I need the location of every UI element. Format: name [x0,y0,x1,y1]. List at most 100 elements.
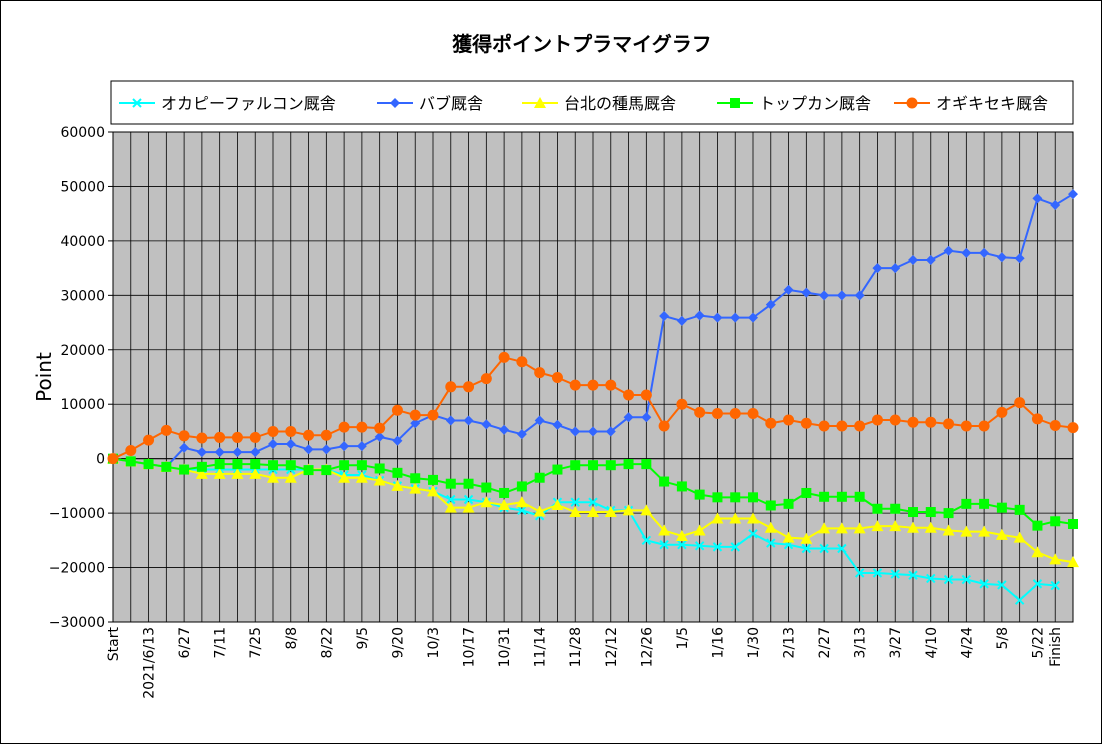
data-point [694,489,705,500]
data-point [997,580,1007,590]
data-point [996,502,1007,513]
data-point [676,315,687,326]
data-point [499,424,510,435]
data-point [924,521,937,533]
data-point [782,531,795,543]
data-point [552,419,563,430]
data-point [533,505,546,517]
y-tick-label: −20000 [49,561,105,577]
data-point [463,415,474,426]
data-point [285,438,296,449]
data-point [712,312,723,323]
data-point [694,310,705,321]
y-axis-label: Point [32,352,56,402]
y-tick-label: 20000 [60,343,105,359]
data-point [321,444,332,455]
x-axis-ticks: Start 2021/6/13 6/27 7/11 7/25 8/8 8/22 9/5 9/20… [106,626,1064,698]
data-point [943,574,954,585]
data-point [160,424,172,436]
data-point [978,525,991,537]
data-point [1050,516,1061,527]
legend-label: オギキセキ厩舎 [936,94,1048,113]
data-point [249,431,261,443]
data-point [1068,519,1078,529]
data-point [445,381,457,393]
x-tick-label: 8/22 [319,627,335,658]
data-point [320,429,332,441]
data-point [374,431,385,442]
data-point [747,512,759,524]
data-point [978,420,990,432]
data-point [463,494,474,505]
y-tick-label: 40000 [60,234,105,250]
data-point [890,569,900,579]
data-point [711,407,723,419]
data-point [444,501,457,513]
data-point [179,464,190,475]
data-point [854,420,866,432]
x-tick-label: 9/20 [390,627,406,658]
data-point [339,441,350,452]
data-point [819,543,829,554]
data-point [303,465,314,476]
x-tick-label: 6/27 [177,627,193,658]
data-point [694,541,705,551]
data-point [604,506,617,518]
data-point [338,421,350,433]
data-point [766,538,776,548]
data-point [195,467,208,479]
data-point [1049,553,1062,565]
data-point [392,435,403,446]
data-point [132,98,142,108]
data-point [268,438,278,449]
legend-label: バブ厩舎 [419,94,483,113]
data-point [356,460,367,471]
data-point [356,441,367,452]
data-point [1067,556,1079,568]
data-point [428,474,438,485]
y-tick-label: 0 [96,452,105,468]
data-point [446,494,456,505]
x-tick-label: 5/8 [995,627,1011,650]
y-axis-ticks: −30000 −20000 −10000 0 10000 20000 30000 40000 5… [49,125,113,631]
data-point [356,421,368,433]
data-point [764,521,777,533]
data-point [729,512,742,524]
data-point [534,415,545,426]
data-point [373,474,386,486]
data-point [943,418,955,430]
data-point [872,503,883,514]
data-point [730,312,741,323]
data-point [676,398,688,410]
data-point [515,496,528,508]
y-tick-label: 50000 [60,179,105,195]
data-point [391,404,403,416]
x-tick-label: 1/5 [675,627,691,650]
data-point [409,482,422,494]
data-point [836,420,848,432]
data-point [462,501,475,513]
data-point [481,482,492,493]
data-point [1014,397,1026,409]
data-point [427,409,439,421]
data-point [748,492,758,503]
data-point [961,498,972,509]
data-point [748,312,758,323]
data-point [355,471,368,483]
data-point [392,467,403,478]
data-point [214,447,225,458]
data-point [178,430,190,442]
data-point [801,543,812,554]
data-point [908,507,918,518]
series-group [107,189,1079,605]
data-point [267,425,279,437]
data-point [926,573,936,584]
data-point [1032,520,1043,531]
x-tick-label: 1/30 [746,627,762,658]
data-point [872,568,883,578]
data-point [765,299,776,310]
data-point [214,431,226,443]
data-point [694,406,706,418]
data-point [854,568,865,578]
data-point [534,97,546,108]
